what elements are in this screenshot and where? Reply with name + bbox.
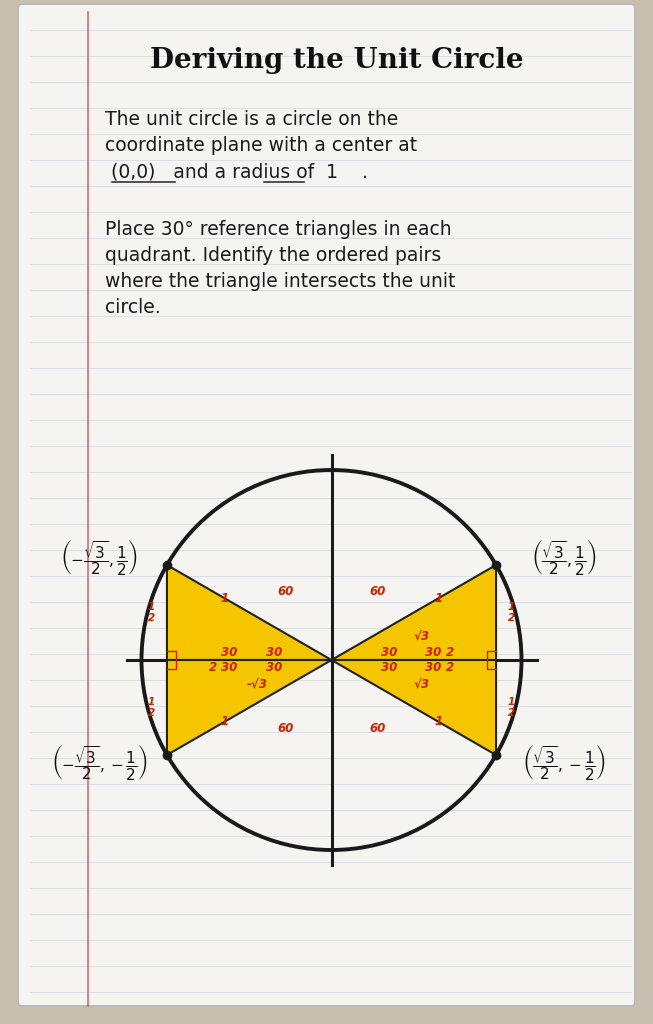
Polygon shape [332,660,496,755]
Text: $\left(\dfrac{\sqrt{3}}{2}, -\dfrac{1}{2}\right)$: $\left(\dfrac{\sqrt{3}}{2}, -\dfrac{1}{2… [522,743,606,782]
Text: $\left(\dfrac{\sqrt{3}}{2}, \dfrac{1}{2}\right)$: $\left(\dfrac{\sqrt{3}}{2}, \dfrac{1}{2}… [532,538,597,577]
Text: 30: 30 [266,662,282,674]
Text: 1
2: 1 2 [148,696,155,718]
Text: 2: 2 [446,662,454,674]
Text: 30: 30 [425,646,441,658]
Text: 30: 30 [381,662,397,674]
Text: The unit circle is a circle on the: The unit circle is a circle on the [105,110,398,129]
Text: $\left(-\dfrac{\sqrt{3}}{2}, \dfrac{1}{2}\right)$: $\left(-\dfrac{\sqrt{3}}{2}, \dfrac{1}{2… [60,538,138,577]
Text: 2: 2 [446,646,454,658]
Text: 30: 30 [381,646,397,658]
Text: √3: √3 [414,630,430,643]
Text: 1
2: 1 2 [148,602,155,624]
Text: 2: 2 [209,662,217,674]
Text: √3: √3 [414,677,430,690]
Polygon shape [332,565,496,660]
Text: 1
2: 1 2 [508,696,515,718]
Text: 1: 1 [434,592,443,605]
Text: coordinate plane with a center at: coordinate plane with a center at [105,136,417,155]
Text: 60: 60 [370,722,386,735]
Text: 1
2: 1 2 [508,602,515,624]
Text: 1: 1 [221,592,229,605]
Text: 30: 30 [221,662,238,674]
Text: Deriving the Unit Circle: Deriving the Unit Circle [150,46,523,74]
Text: Place 30° reference triangles in each: Place 30° reference triangles in each [105,220,452,239]
Text: 60: 60 [278,722,294,735]
Text: circle.: circle. [105,298,161,317]
Polygon shape [167,565,332,660]
Text: 1: 1 [221,715,229,728]
Polygon shape [167,660,332,755]
FancyBboxPatch shape [18,4,635,1006]
Text: 30: 30 [221,646,238,658]
Text: -√3: -√3 [247,677,268,690]
Text: 30: 30 [425,662,441,674]
Text: 1: 1 [434,715,443,728]
Text: 30: 30 [266,646,282,658]
Text: 60: 60 [370,585,386,598]
Text: 60: 60 [278,585,294,598]
Text: (0,0)   and a radius of  1    .: (0,0) and a radius of 1 . [105,162,368,181]
Text: where the triangle intersects the unit: where the triangle intersects the unit [105,272,455,291]
Text: $\left(-\dfrac{\sqrt{3}}{2}, -\dfrac{1}{2}\right)$: $\left(-\dfrac{\sqrt{3}}{2}, -\dfrac{1}{… [50,743,148,782]
Text: quadrant. Identify the ordered pairs: quadrant. Identify the ordered pairs [105,246,441,265]
